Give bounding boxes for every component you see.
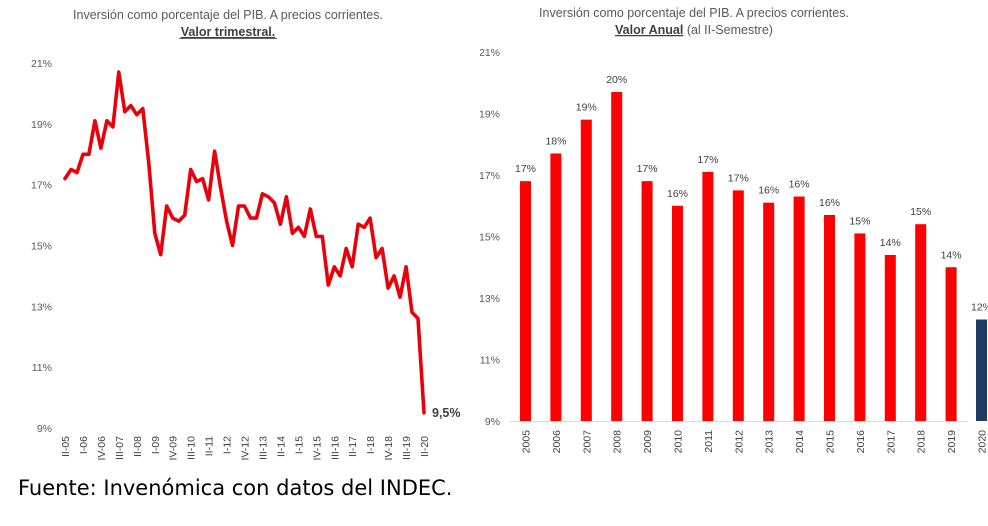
- right-xtick-label: 2020: [977, 430, 988, 454]
- left-chart-title: Inversión como porcentaje del PIB. A pre…: [73, 8, 383, 22]
- bar-data-label: 16%: [819, 197, 840, 209]
- annual-bar: [915, 224, 927, 421]
- left-ytick-label: 13%: [31, 301, 52, 313]
- right-chart-subtitle: Valor Anual (al II-Semestre): [615, 23, 773, 37]
- left-xtick-label: II-17: [347, 436, 359, 457]
- last-value-label: 9,5%: [432, 406, 461, 420]
- quarterly-series-line: [63, 70, 426, 415]
- annual-bar: [672, 205, 683, 421]
- left-xtick-label: III-07: [114, 436, 126, 460]
- right-subtitle-rest: (al II-Semestre): [683, 23, 773, 37]
- bar-data-label: 16%: [789, 179, 810, 191]
- right-ytick-label: 17%: [480, 170, 500, 182]
- annual-bar: [854, 233, 866, 421]
- bar-data-label: 14%: [880, 237, 901, 249]
- bar-data-label: 20%: [606, 74, 627, 86]
- bar-data-label: 12%: [971, 302, 988, 314]
- annual-bar-chart: Inversión como porcentaje del PIB. A pre…: [480, 6, 988, 454]
- right-xtick-label: 2013: [764, 430, 776, 454]
- source-note: Fuente: Invenómica con datos del INDEC.: [18, 476, 453, 500]
- annual-bar: [702, 171, 714, 421]
- annual-bar: [550, 153, 562, 421]
- right-chart-title: Inversión como porcentaje del PIB. A pre…: [539, 6, 849, 20]
- left-ytick-label: 17%: [31, 180, 52, 192]
- annual-bar: [580, 119, 592, 422]
- left-xtick-label: IV-15: [311, 436, 323, 461]
- left-xtick-label: IV-06: [96, 436, 108, 461]
- right-xtick-label: 2018: [916, 430, 928, 454]
- left-xtick-label: III-19: [401, 436, 413, 460]
- left-chart-subtitle: Valor trimestral.: [181, 25, 276, 39]
- left-xtick-label: II-20: [419, 436, 431, 457]
- annual-bar: [611, 91, 623, 421]
- annual-bar: [520, 181, 531, 421]
- left-xtick-label: II-08: [132, 436, 144, 457]
- right-xtick-label: 2014: [794, 430, 806, 454]
- right-xtick-label: 2015: [825, 430, 837, 454]
- bar-data-label: 17%: [515, 163, 536, 175]
- left-xtick-label: II-11: [204, 436, 216, 456]
- right-ytick-label: 13%: [480, 293, 500, 305]
- bar-data-label: 14%: [941, 249, 962, 261]
- left-xtick-label: IV-18: [383, 436, 395, 461]
- bar-data-label: 16%: [667, 188, 688, 200]
- left-xtick-label: II-05: [60, 436, 72, 457]
- left-xtick-label: I-18: [365, 436, 377, 454]
- annual-bar: [976, 319, 987, 421]
- left-ytick-label: 19%: [31, 119, 52, 131]
- left-ytick-label: 9%: [37, 423, 52, 435]
- annual-bar: [884, 254, 896, 421]
- right-ytick-label: 19%: [480, 109, 500, 121]
- right-ytick-label: 21%: [480, 47, 500, 59]
- right-xtick-label: 2007: [581, 430, 593, 454]
- right-ytick-label: 11%: [480, 355, 500, 367]
- bar-data-label: 17%: [728, 172, 749, 184]
- right-xtick-label: 2016: [855, 430, 867, 454]
- bar-data-label: 17%: [637, 163, 658, 175]
- right-xtick-label: 2012: [733, 430, 745, 454]
- left-xtick-label: III-13: [257, 436, 269, 460]
- right-xtick-label: 2005: [521, 430, 533, 454]
- annual-bar: [641, 181, 653, 421]
- right-xtick-label: 2019: [946, 430, 958, 454]
- left-xtick-label: I-15: [293, 436, 305, 454]
- left-xtick-label: II-14: [275, 436, 287, 457]
- right-xtick-label: 2011: [703, 430, 715, 453]
- bar-data-label: 16%: [758, 185, 779, 197]
- bar-data-label: 17%: [697, 154, 718, 166]
- left-ytick-label: 21%: [31, 58, 52, 70]
- left-xtick-label: I-06: [78, 436, 90, 454]
- quarterly-line-chart: Inversión como porcentaje del PIB. A pre…: [31, 8, 461, 461]
- left-ytick-label: 11%: [32, 362, 52, 374]
- right-xtick-label: 2006: [551, 430, 563, 454]
- bar-data-label: 15%: [910, 206, 931, 218]
- bar-data-label: 15%: [849, 215, 870, 227]
- left-xtick-label: IV-09: [168, 436, 180, 461]
- right-xtick-label: 2009: [642, 430, 654, 454]
- annual-bar: [945, 267, 957, 421]
- right-subtitle-underlined: Valor Anual: [615, 23, 683, 37]
- left-xtick-label: III-10: [186, 436, 198, 460]
- annual-bar: [824, 214, 835, 421]
- annual-bar: [763, 202, 775, 421]
- right-ytick-label: 9%: [485, 416, 500, 428]
- right-xtick-label: 2017: [885, 430, 897, 454]
- annual-bar: [732, 190, 744, 421]
- annual-bar: [793, 196, 805, 421]
- left-xtick-label: I-12: [222, 436, 234, 454]
- right-xtick-label: 2008: [612, 430, 624, 454]
- left-ytick-label: 15%: [31, 241, 52, 253]
- left-xtick-label: I-09: [150, 436, 162, 454]
- right-ytick-label: 15%: [480, 232, 500, 244]
- left-xtick-label: III-16: [329, 436, 341, 460]
- bar-data-label: 18%: [545, 135, 566, 147]
- bar-data-label: 19%: [576, 102, 597, 114]
- left-xtick-label: IV-12: [240, 436, 252, 461]
- right-xtick-label: 2010: [673, 430, 685, 454]
